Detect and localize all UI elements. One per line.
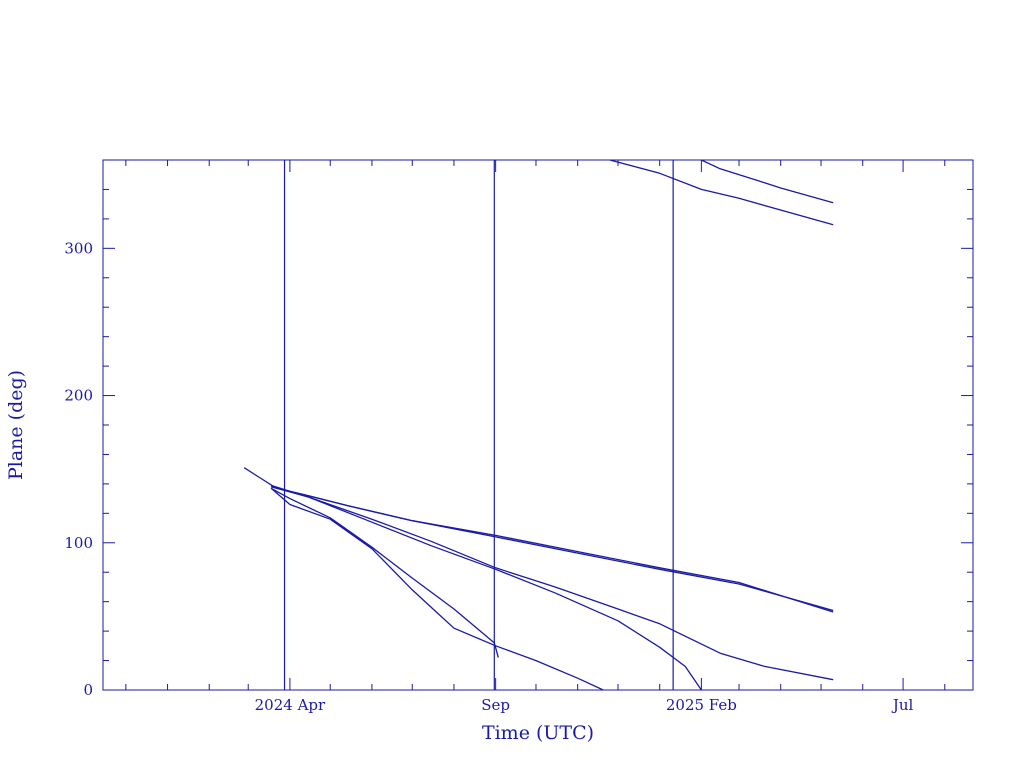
y-tick-label: 300 xyxy=(64,239,93,257)
axes-layer: 0 100 200 300 2024 Apr Sep 2025 Feb Jul xyxy=(64,159,974,714)
y-axis-title: Plane (deg) xyxy=(5,370,27,480)
plot-layer xyxy=(243,160,834,690)
y-tick-label: 200 xyxy=(64,387,93,405)
y-tick-label: 100 xyxy=(64,534,93,552)
series-line-4 xyxy=(270,486,702,690)
series-line-2 xyxy=(270,486,834,613)
series-line-8 xyxy=(701,160,834,204)
x-tick-label: Sep xyxy=(481,696,510,714)
x-tick-label: 2024 Apr xyxy=(255,696,326,714)
series-line-7 xyxy=(609,160,834,226)
series-line-3 xyxy=(270,484,834,681)
series-line-5 xyxy=(270,487,499,658)
y-tick-label: 0 xyxy=(83,681,93,699)
plot-frame xyxy=(102,159,974,691)
series-line-1 xyxy=(243,467,834,612)
x-tick-label: 2025 Feb xyxy=(666,696,737,714)
x-axis-title: Time (UTC) xyxy=(482,722,594,744)
series-line-6 xyxy=(270,487,604,690)
x-tick-label: Jul xyxy=(891,696,914,714)
series-group xyxy=(243,160,834,690)
